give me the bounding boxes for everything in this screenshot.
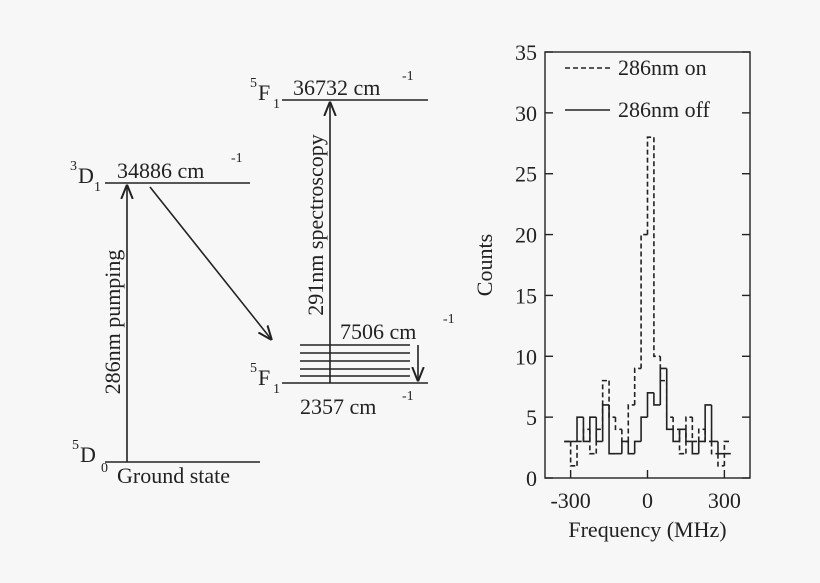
hist-step — [665, 368, 674, 431]
x-tick-label: 300 — [708, 488, 741, 513]
energy: Ground state — [117, 463, 230, 488]
term: 3 — [70, 159, 77, 174]
term: 0 — [101, 461, 108, 476]
hist-step — [704, 429, 712, 443]
hist-step — [576, 440, 584, 466]
term: 1 — [94, 180, 101, 195]
hist-step — [704, 404, 712, 442]
term: D — [80, 442, 96, 467]
y-tick-label: 0 — [526, 466, 537, 491]
hist-step — [582, 417, 590, 443]
hist-step — [569, 441, 578, 467]
hist-step — [697, 440, 706, 454]
histogram-chart: 0 5 10 15 20 25 30 35 -300 0 300 Frequency (MHz) Cou… — [472, 40, 751, 542]
y-tick-label: 30 — [515, 101, 537, 126]
term: F — [258, 365, 270, 390]
x-tick-label: -300 — [550, 488, 590, 513]
hist-step — [659, 367, 667, 405]
hist-step — [576, 416, 584, 442]
hist-step — [582, 428, 590, 442]
transition-label: 286nm pumping — [100, 250, 125, 395]
term: D — [78, 163, 94, 188]
y-tick-label: 20 — [515, 223, 537, 248]
hist-step — [633, 440, 642, 454]
hist-step — [608, 404, 616, 455]
hist-step — [678, 428, 686, 442]
term: 1 — [273, 97, 280, 112]
hist-step — [614, 417, 622, 431]
x-tick-label: 0 — [642, 488, 653, 513]
energy: -1 — [402, 389, 414, 404]
hist-step — [601, 404, 610, 442]
hist-step — [627, 441, 635, 455]
hist-step — [646, 392, 654, 418]
term: 5 — [250, 76, 257, 91]
transition-label: 291nm spectroscopy — [303, 134, 328, 315]
hist-step — [717, 441, 725, 455]
hist-step — [697, 428, 706, 442]
hist-step — [710, 404, 718, 443]
legend-label: 286nm on — [618, 55, 707, 80]
term: 5 — [72, 438, 79, 453]
term: F — [258, 80, 270, 105]
y-tick-label: 35 — [515, 40, 537, 65]
hist-step — [723, 440, 731, 466]
hist-step — [685, 416, 693, 454]
hist-step — [691, 417, 699, 443]
hist-step — [640, 416, 648, 442]
y-axis-label: Counts — [472, 234, 497, 296]
hist-step — [672, 429, 680, 443]
hist-step — [621, 429, 629, 443]
energy: -1 — [231, 151, 243, 166]
hist-step — [621, 440, 629, 454]
hist-step — [589, 429, 597, 455]
term: 1 — [273, 382, 280, 397]
y-tick-label: 15 — [515, 283, 537, 308]
hist-step — [633, 367, 642, 405]
hist-step — [710, 441, 718, 455]
y-tick-label: 5 — [526, 405, 537, 430]
hist-step — [653, 392, 661, 406]
term: 5 — [250, 361, 257, 376]
x-axis-label: Frequency (MHz) — [568, 517, 726, 542]
hist-step — [595, 417, 603, 443]
energy-diagram: 5 F 1 36732 cm -1 3 D 1 34886 cm -1 5 F … — [70, 69, 455, 488]
energy: -1 — [402, 69, 414, 84]
energy: 36732 cm — [293, 75, 380, 100]
hist-step — [640, 233, 648, 369]
hist-step — [691, 441, 699, 455]
energy: 2357 cm — [300, 394, 376, 419]
legend-label: 286nm off — [618, 97, 711, 122]
hist-step — [685, 429, 693, 443]
hist-step — [717, 453, 725, 467]
hist-step — [646, 136, 654, 235]
energy: 7506 cm — [340, 319, 416, 344]
y-tick-label: 10 — [515, 344, 537, 369]
hist-step — [589, 416, 597, 442]
arrow — [149, 186, 271, 339]
energy: 34886 cm — [117, 158, 204, 183]
hist-step — [678, 429, 686, 455]
hist-step — [665, 380, 674, 418]
energy: -1 — [443, 312, 455, 327]
y-tick-label: 25 — [515, 162, 537, 187]
hist-step — [608, 380, 616, 418]
hist-step — [627, 404, 635, 442]
hist-step — [653, 137, 661, 358]
hist-step — [672, 417, 680, 431]
